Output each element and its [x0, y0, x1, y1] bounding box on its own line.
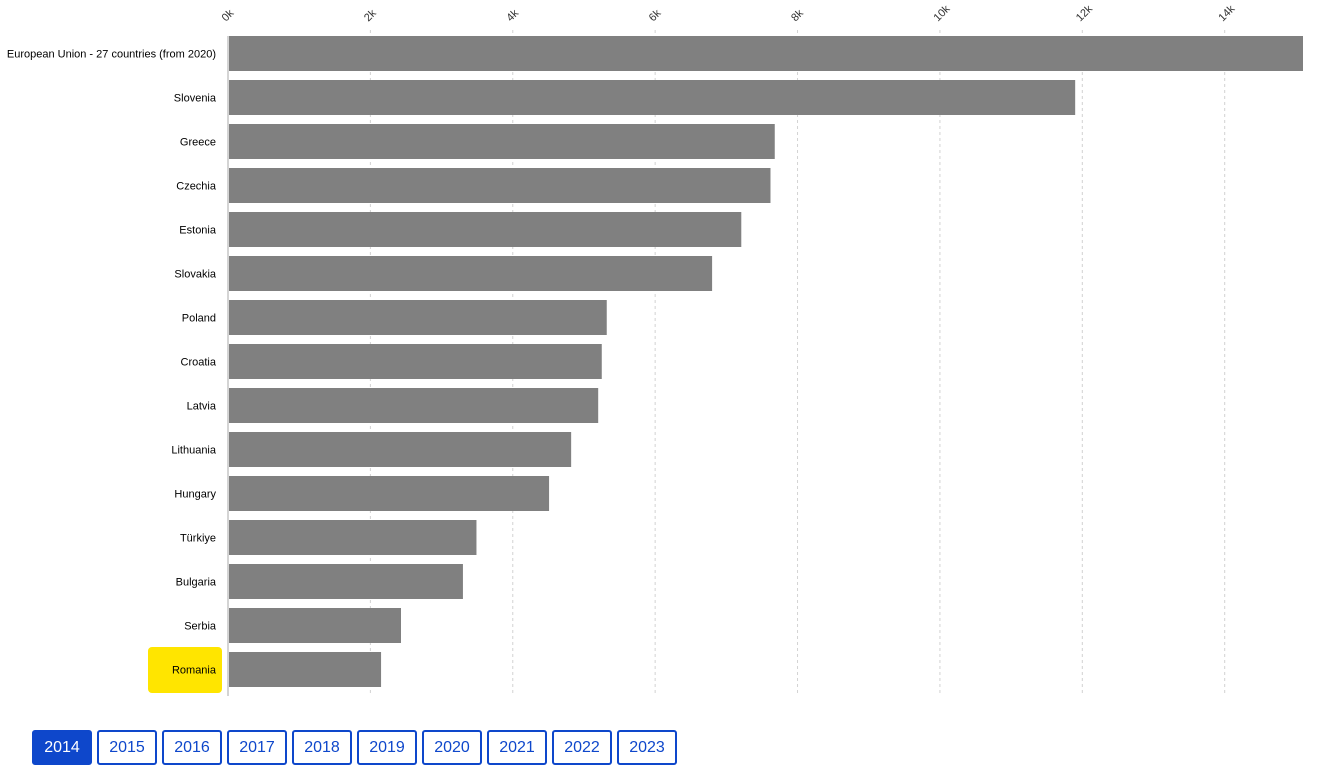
- bar[interactable]: [229, 36, 1303, 71]
- category-label: Lithuania: [171, 445, 217, 457]
- year-button-2015[interactable]: 2015: [97, 730, 157, 765]
- category-label: Latvia: [187, 401, 217, 413]
- category-labels: European Union - 27 countries (from 2020…: [7, 49, 217, 677]
- category-label: Hungary: [174, 489, 216, 501]
- bar[interactable]: [229, 476, 550, 511]
- category-label: Poland: [182, 313, 216, 325]
- category-label: Slovakia: [174, 269, 216, 281]
- x-tick-label: 12k: [1074, 3, 1095, 24]
- x-tick-label: 8k: [789, 7, 806, 24]
- category-label: Serbia: [184, 621, 217, 633]
- bar[interactable]: [229, 168, 771, 203]
- category-label: Estonia: [179, 225, 217, 237]
- year-button-2020[interactable]: 2020: [422, 730, 482, 765]
- category-label: Bulgaria: [176, 577, 217, 589]
- x-tick-label: 0k: [220, 7, 237, 24]
- bar[interactable]: [229, 520, 477, 555]
- category-label: Romania: [172, 665, 217, 677]
- bar[interactable]: [229, 212, 742, 247]
- category-label: Czechia: [176, 181, 217, 193]
- bars: [229, 36, 1303, 687]
- x-tick-label: 14k: [1216, 3, 1237, 24]
- year-button-2018[interactable]: 2018: [292, 730, 352, 765]
- x-tick-label: 10k: [932, 3, 953, 24]
- bar[interactable]: [229, 564, 463, 599]
- x-tick-label: 6k: [647, 7, 664, 24]
- bar[interactable]: [229, 608, 401, 643]
- x-axis-tick-labels: 0k 2k 4k 6k 8k 10k 12k 14k: [220, 3, 1238, 24]
- bar[interactable]: [229, 300, 607, 335]
- bar[interactable]: [229, 652, 382, 687]
- x-tick-label: 2k: [362, 7, 379, 24]
- bar[interactable]: [229, 80, 1076, 115]
- bar[interactable]: [229, 432, 572, 467]
- year-button-2023[interactable]: 2023: [617, 730, 677, 765]
- bar[interactable]: [229, 124, 775, 159]
- category-label: Slovenia: [174, 93, 217, 105]
- bar-chart: European Union - 27 countries (from 2020…: [7, 3, 1303, 696]
- year-selector: 2014 2015 2016 2017 2018 2019 2020 2021 2022 2023: [32, 730, 677, 765]
- year-button-2017[interactable]: 2017: [227, 730, 287, 765]
- bar[interactable]: [229, 388, 599, 423]
- year-button-2019[interactable]: 2019: [357, 730, 417, 765]
- year-button-2016[interactable]: 2016: [162, 730, 222, 765]
- year-button-2021[interactable]: 2021: [487, 730, 547, 765]
- x-tick-label: 4k: [504, 7, 521, 24]
- highlight-marker: [148, 647, 222, 693]
- category-label: Croatia: [181, 357, 217, 369]
- bar[interactable]: [229, 256, 713, 291]
- category-label: European Union - 27 countries (from 2020…: [7, 49, 216, 61]
- category-label: Greece: [180, 137, 216, 149]
- highlight-layer: [148, 647, 222, 693]
- category-label: Türkiye: [180, 533, 216, 545]
- year-button-2014[interactable]: 2014: [32, 730, 92, 765]
- bar[interactable]: [229, 344, 602, 379]
- year-button-2022[interactable]: 2022: [552, 730, 612, 765]
